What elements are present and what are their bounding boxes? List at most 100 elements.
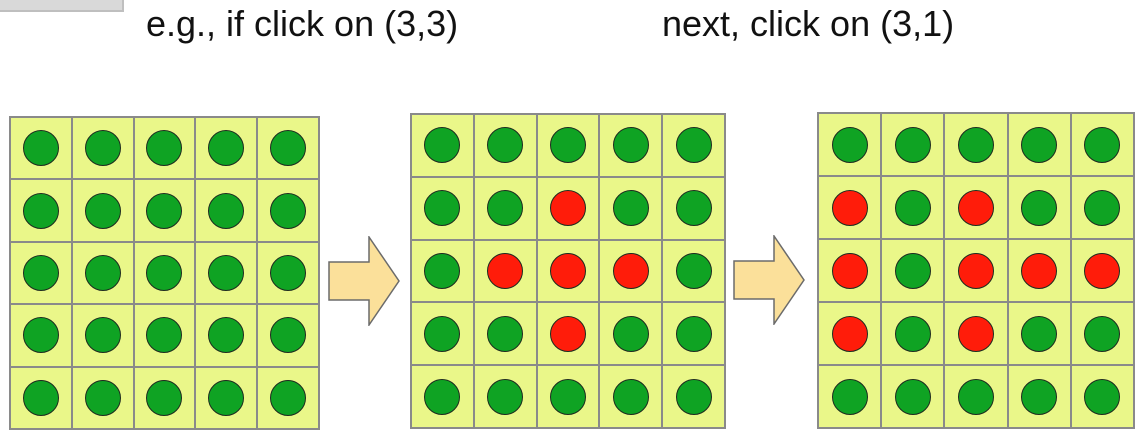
- light-off-circle: [957, 126, 994, 163]
- light-off-circle: [22, 130, 59, 167]
- grid-cell-r3-c1: [412, 240, 473, 302]
- light-on-circle: [612, 252, 649, 289]
- lights-grid-after-click-3-3: [410, 113, 726, 429]
- light-off-circle: [487, 378, 524, 415]
- light-on-circle: [487, 252, 524, 289]
- grid-cell-r3-c1: [819, 240, 881, 301]
- light-off-circle: [487, 190, 524, 227]
- grid-cell-r4-c2: [882, 303, 944, 364]
- grid-cell-r3-c1: [11, 242, 71, 304]
- light-off-circle: [22, 379, 59, 416]
- grid-cell-r1-c2: [882, 114, 944, 175]
- grid-cell-r5-c5: [258, 367, 318, 428]
- grid-cell-r2-c1: [412, 177, 473, 239]
- grid-cell-r1-c5: [663, 115, 724, 176]
- grid-cell-r3-c4: [600, 240, 662, 302]
- light-off-circle: [208, 379, 245, 416]
- light-on-circle: [1084, 252, 1121, 289]
- grid-cell-r4-c5: [663, 303, 724, 365]
- light-on-circle: [957, 189, 994, 226]
- grid-cell-r2-c3: [537, 177, 599, 239]
- grid-cell-r4-c5: [258, 305, 318, 366]
- light-off-circle: [1084, 126, 1121, 163]
- light-off-circle: [549, 378, 586, 415]
- grid-cell-r4-c4: [600, 303, 662, 365]
- light-off-circle: [208, 317, 245, 354]
- grid-cell-r4-c3: [945, 303, 1007, 364]
- grid-cell-r3-c3: [134, 242, 195, 304]
- light-off-circle: [208, 192, 245, 229]
- grid-cell-r3-c3: [537, 240, 599, 302]
- grid-cell-r1-c4: [600, 115, 662, 176]
- right-arrow-icon: [733, 235, 805, 325]
- grid-cell-r1-c1: [412, 115, 473, 176]
- caption-second-click: next, click on (3,1): [662, 3, 955, 44]
- light-off-circle: [612, 378, 649, 415]
- light-off-circle: [894, 126, 931, 163]
- light-off-circle: [84, 317, 121, 354]
- grid-cell-r2-c5: [663, 177, 724, 239]
- light-off-circle: [675, 252, 712, 289]
- grid-cell-r1-c3: [537, 115, 599, 176]
- light-off-circle: [270, 254, 307, 291]
- light-off-circle: [270, 317, 307, 354]
- lights-grid-after-click-3-1: [817, 112, 1135, 429]
- light-on-circle: [957, 252, 994, 289]
- grid-cell-r1-c3: [134, 118, 195, 179]
- grid-cell-r1-c1: [819, 114, 881, 175]
- grid-cell-r1-c3: [945, 114, 1007, 175]
- light-off-circle: [894, 189, 931, 226]
- grid-cell-r4-c1: [412, 303, 473, 365]
- grid-cell-r3-c5: [258, 242, 318, 304]
- light-on-circle: [831, 252, 868, 289]
- grid-cell-r5-c4: [600, 366, 662, 427]
- grid-cell-r4-c1: [11, 305, 71, 366]
- grid-cell-r2-c5: [1071, 177, 1133, 238]
- grid-cell-r2-c1: [11, 180, 71, 241]
- light-off-circle: [208, 130, 245, 167]
- light-on-circle: [831, 315, 868, 352]
- grid-cell-r5-c5: [1071, 366, 1133, 427]
- corner-tab-decoration: [0, 0, 124, 12]
- light-off-circle: [84, 130, 121, 167]
- grid-cell-r1-c2: [72, 118, 133, 179]
- light-off-circle: [424, 127, 461, 164]
- light-on-circle: [957, 315, 994, 352]
- caption-first-click: e.g., if click on (3,3): [146, 3, 459, 44]
- grid-cell-r5-c1: [11, 367, 71, 428]
- light-on-circle: [831, 189, 868, 226]
- grid-cell-r2-c5: [258, 180, 318, 241]
- grid-cell-r2-c4: [196, 180, 257, 241]
- light-off-circle: [146, 379, 183, 416]
- grid-cell-r2-c4: [1008, 177, 1070, 238]
- grid-cell-r4-c2: [72, 305, 133, 366]
- grid-cell-r5-c4: [1008, 366, 1070, 427]
- light-off-circle: [894, 378, 931, 415]
- grid-cell-r5-c2: [72, 367, 133, 428]
- light-off-circle: [675, 315, 712, 352]
- light-off-circle: [675, 127, 712, 164]
- grid-cell-r5-c2: [882, 366, 944, 427]
- light-off-circle: [208, 254, 245, 291]
- grid-cell-r3-c5: [663, 240, 724, 302]
- grid-cell-r4-c4: [196, 305, 257, 366]
- grid-cell-r1-c5: [258, 118, 318, 179]
- grid-cell-r3-c2: [72, 242, 133, 304]
- light-off-circle: [1021, 126, 1058, 163]
- grid-cell-r1-c4: [1008, 114, 1070, 175]
- grid-cell-r5-c2: [474, 366, 536, 427]
- grid-cell-r4-c4: [1008, 303, 1070, 364]
- light-off-circle: [146, 192, 183, 229]
- grid-cell-r5-c4: [196, 367, 257, 428]
- lights-grid-initial: [9, 116, 320, 430]
- light-on-circle: [549, 315, 586, 352]
- light-off-circle: [831, 378, 868, 415]
- grid-cell-r3-c5: [1071, 240, 1133, 301]
- grid-cell-r1-c4: [196, 118, 257, 179]
- grid-cell-r5-c5: [663, 366, 724, 427]
- light-off-circle: [612, 127, 649, 164]
- light-off-circle: [22, 317, 59, 354]
- light-off-circle: [22, 254, 59, 291]
- light-off-circle: [549, 127, 586, 164]
- light-off-circle: [84, 254, 121, 291]
